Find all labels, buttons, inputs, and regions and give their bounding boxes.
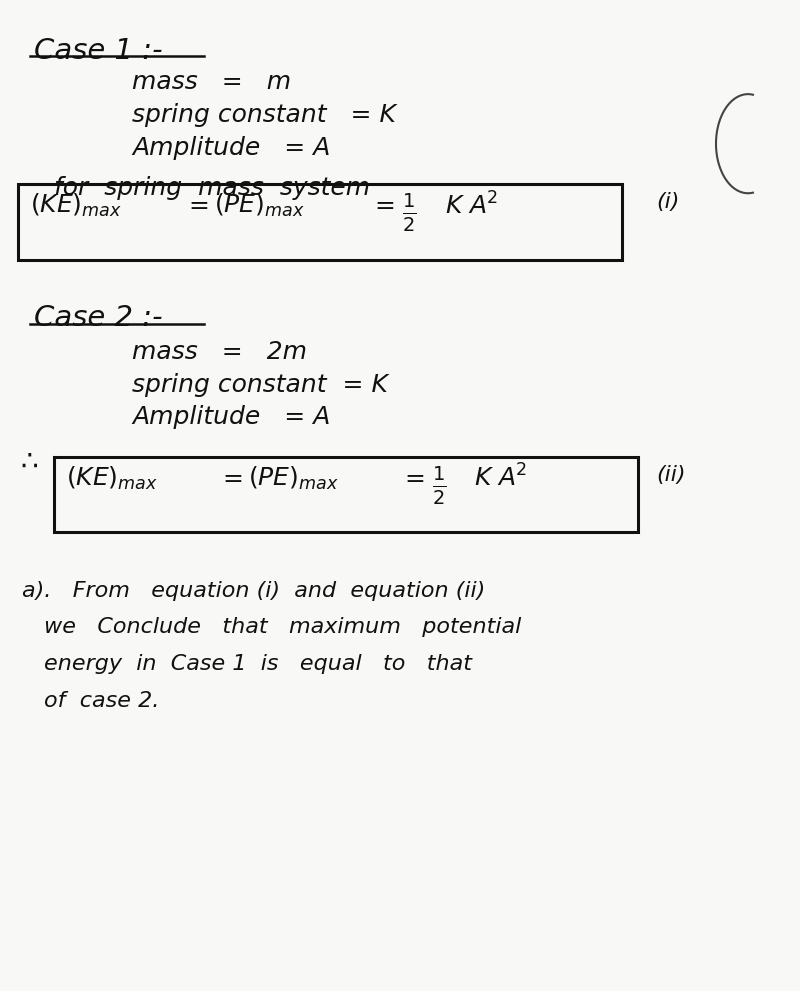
Text: (ii): (ii): [656, 465, 686, 485]
Text: ∴: ∴: [21, 448, 38, 476]
Text: mass   =   m: mass = m: [132, 70, 291, 94]
Text: $=$: $=$: [400, 465, 425, 489]
Text: spring constant  = K: spring constant = K: [132, 373, 388, 396]
Text: Case 1 :-: Case 1 :-: [34, 37, 162, 64]
Text: Case 2 :-: Case 2 :-: [34, 304, 162, 332]
Text: $(KE)_{max}$: $(KE)_{max}$: [66, 465, 158, 492]
Text: energy  in  Case 1  is   equal   to   that: energy in Case 1 is equal to that: [44, 654, 472, 674]
Text: Amplitude   = A: Amplitude = A: [132, 136, 330, 160]
Text: (i): (i): [656, 192, 679, 212]
Text: spring constant   = K: spring constant = K: [132, 103, 396, 127]
Text: K A$^2$: K A$^2$: [445, 192, 498, 219]
Bar: [18, 184, 622, 260]
Text: mass   =   2m: mass = 2m: [132, 340, 307, 364]
Text: for  spring  mass  system: for spring mass system: [54, 176, 370, 200]
Text: Amplitude   = A: Amplitude = A: [132, 405, 330, 429]
Text: a).   From   equation (i)  and  equation (ii): a). From equation (i) and equation (ii): [22, 581, 486, 601]
Text: we   Conclude   that   maximum   potential: we Conclude that maximum potential: [44, 617, 522, 637]
Text: $(PE)_{max}$: $(PE)_{max}$: [248, 465, 339, 492]
Text: $=$: $=$: [370, 192, 394, 216]
Text: $\frac{1}{2}$: $\frac{1}{2}$: [432, 465, 446, 506]
Text: $=$: $=$: [218, 465, 242, 489]
Text: $=$: $=$: [184, 192, 209, 216]
Text: $\frac{1}{2}$: $\frac{1}{2}$: [402, 192, 417, 234]
Text: of  case 2.: of case 2.: [44, 691, 159, 711]
Text: $(KE)_{max}$: $(KE)_{max}$: [30, 192, 122, 219]
Text: K A$^2$: K A$^2$: [474, 465, 527, 492]
Text: $(PE)_{max}$: $(PE)_{max}$: [214, 192, 306, 219]
Bar: [54, 457, 638, 532]
